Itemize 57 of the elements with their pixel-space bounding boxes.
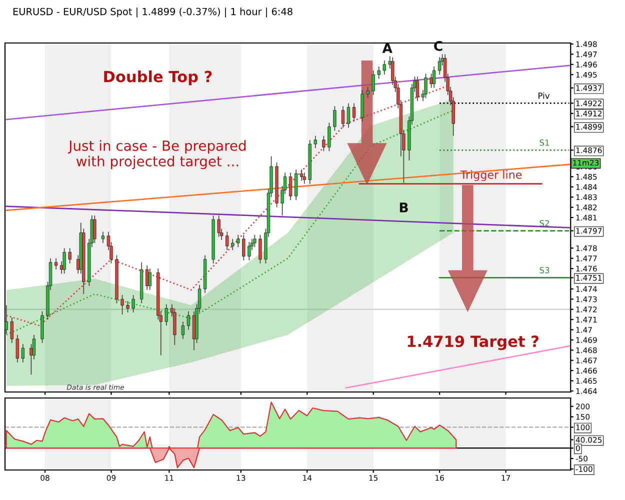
series-label: S1 [540,139,550,146]
candlestick [186,310,190,330]
candlestick [341,106,345,128]
candlestick [424,73,428,99]
candlestick [132,294,135,313]
candlestick [377,66,380,80]
series-label: S2 [540,220,549,226]
candlestick [236,234,240,248]
candlestick [302,172,306,184]
candlestick [432,66,436,88]
candlestick [164,304,168,326]
candlestick [366,86,370,99]
annotation: B [400,202,408,212]
candlestick [68,248,72,264]
candlestick [288,172,292,201]
candlestick [430,73,433,88]
annotation: Double Top ? [104,70,212,86]
candlestick [360,90,364,122]
candlestick [382,60,386,76]
annotation: C [434,40,442,51]
candlestick [40,310,44,344]
candlestick [173,308,176,346]
candlestick [101,231,105,244]
candlestick [93,215,96,244]
candlestick [258,234,262,264]
candlestick [54,258,58,270]
candlestick [120,294,124,315]
candlestick [148,268,152,290]
candlestick [346,102,350,128]
series-label: Trigger line [460,170,522,182]
candlestick [217,215,220,238]
candlestick [328,122,331,152]
candlestick [181,321,185,340]
candlestick [21,344,25,363]
annotation: A [382,43,392,53]
series-label: S3 [540,267,550,274]
candlestick [438,56,442,76]
candlestick [242,234,246,261]
candlestick [5,304,8,334]
annotation: Just in case - Be prepared with projected target ... [68,140,246,170]
candlestick [352,102,356,122]
candlestick [62,248,66,274]
candlestick [253,234,256,248]
chart-title: EURUSD - EUR/USD Spot | 1.4899 (-0.37%) | 1 hour | 6:48 [13,8,292,18]
candlestick [226,231,229,251]
candlestick [333,106,336,132]
candlestick [231,238,234,251]
candlestick [314,135,317,149]
candlestick [16,334,20,363]
annotation: 1.4719 Target ? [408,336,538,350]
candlestick [294,169,298,201]
candlestick [372,70,375,96]
candlestick [248,242,251,261]
candlestick [322,135,326,152]
series-label: Piv [538,92,550,99]
candlestick [126,300,130,313]
candlestick [300,169,304,182]
